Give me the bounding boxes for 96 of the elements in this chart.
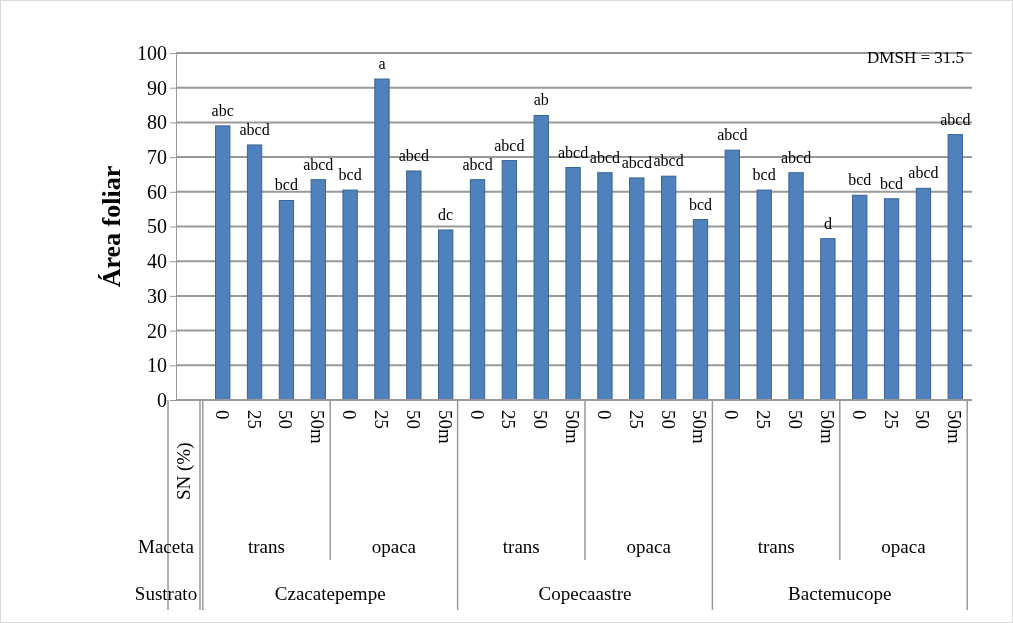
x-tick-label: 25: [498, 410, 520, 429]
x-tick-label: 25: [625, 410, 647, 429]
y-tick-label: 10: [147, 354, 167, 377]
x-tick-label: 50m: [434, 410, 456, 444]
data-label: abcd: [494, 136, 525, 154]
data-label: bcd: [274, 176, 298, 194]
data-label: abcd: [589, 148, 621, 166]
data-label: d: [823, 214, 832, 232]
y-axis-title: Área foliar: [97, 165, 126, 288]
bar: [597, 172, 613, 401]
bar: [820, 238, 836, 401]
x-tick-label: 50: [912, 410, 934, 429]
text: Sustrato: [134, 583, 198, 604]
x-tick-label: 0: [593, 410, 615, 420]
x-tick-label: 25: [243, 410, 265, 429]
y-tick-label: 100: [137, 41, 167, 64]
data-label: abcd: [621, 153, 652, 171]
annotation: DMSH = 31.5: [867, 48, 964, 67]
text: Maceta: [138, 536, 195, 557]
x-tick-label: 0: [721, 410, 743, 420]
y-tick-label: 60: [147, 180, 167, 203]
x-tick-label: 50: [657, 410, 679, 429]
data-label: dc: [438, 205, 454, 223]
data-label: bcd: [880, 174, 904, 192]
bar: [788, 172, 804, 401]
text: trans: [248, 536, 285, 557]
bar: [947, 134, 963, 401]
x-tick-label: 25: [880, 410, 902, 429]
bar: [215, 125, 231, 401]
bar: [469, 179, 486, 401]
bar: [278, 199, 295, 401]
x-tick-label: 25: [753, 410, 775, 429]
bar: [915, 187, 932, 401]
bar: [852, 194, 868, 401]
data-label: abcd: [653, 152, 684, 170]
bar: [406, 170, 422, 401]
data-label: abcd: [239, 120, 270, 138]
bar: [756, 189, 772, 401]
x-tick-label: 50m: [562, 410, 584, 444]
bar: [438, 229, 454, 401]
x-tick-label: 0: [848, 410, 870, 420]
x-tick-label: 50: [275, 410, 297, 429]
data-label: a: [378, 55, 386, 73]
y-tick-label: 40: [147, 250, 167, 273]
bar: [692, 219, 709, 401]
x-tick-label: 0: [466, 410, 488, 420]
x-tick-label: 50: [530, 410, 552, 429]
bar: [629, 177, 645, 401]
text: Czacatepempe: [274, 583, 386, 604]
data-label: bcd: [688, 195, 713, 213]
y-tick-label: 30: [147, 284, 167, 307]
data-label: abcd: [780, 148, 812, 166]
text: opaca: [371, 536, 417, 557]
data-label: abcd: [908, 164, 939, 182]
x-tick-label: 50m: [944, 410, 966, 444]
x-tick-label: 50m: [816, 410, 838, 444]
bar: [883, 198, 900, 401]
text: SN (%): [173, 442, 195, 500]
y-tick-label: 90: [147, 76, 167, 99]
bar: [246, 144, 263, 401]
bar: [724, 149, 740, 401]
y-tick-label: 70: [147, 146, 167, 168]
x-tick-label: 50m: [307, 410, 329, 444]
y-tick-label: 50: [147, 215, 167, 238]
text: Bactemucope: [788, 583, 892, 604]
data-label: abc: [211, 101, 234, 119]
bar: [501, 160, 518, 401]
data-label: abcd: [462, 155, 493, 173]
x-tick-label: 50: [785, 410, 807, 429]
text: trans: [757, 536, 795, 557]
data-label: bcd: [848, 171, 872, 189]
data-label: bcd: [752, 166, 776, 184]
y-tick-label: 20: [147, 319, 167, 342]
y-tick-label: 80: [147, 111, 167, 134]
bar: [374, 78, 390, 401]
x-tick-label: 0: [339, 410, 361, 420]
data-label: abcd: [398, 146, 429, 164]
text: opaca: [881, 536, 927, 557]
x-tick-label: 50m: [689, 410, 711, 444]
bar: [660, 175, 677, 401]
bar: [342, 189, 358, 401]
data-label: bcd: [338, 166, 362, 184]
x-tick-label: 25: [370, 410, 392, 429]
bar: [310, 179, 326, 401]
text: trans: [502, 536, 540, 557]
x-tick-label: 50: [402, 410, 424, 429]
bar: [533, 114, 549, 401]
text: Copecaastre: [538, 583, 632, 604]
data-label: abcd: [303, 155, 334, 173]
text: opaca: [626, 536, 672, 557]
data-label: abcd: [717, 126, 748, 144]
data-label: abcd: [557, 143, 589, 161]
x-tick-label: 0: [211, 410, 233, 420]
data-label: ab: [533, 91, 549, 109]
bar: [565, 167, 581, 401]
data-label: abcd: [940, 110, 971, 128]
